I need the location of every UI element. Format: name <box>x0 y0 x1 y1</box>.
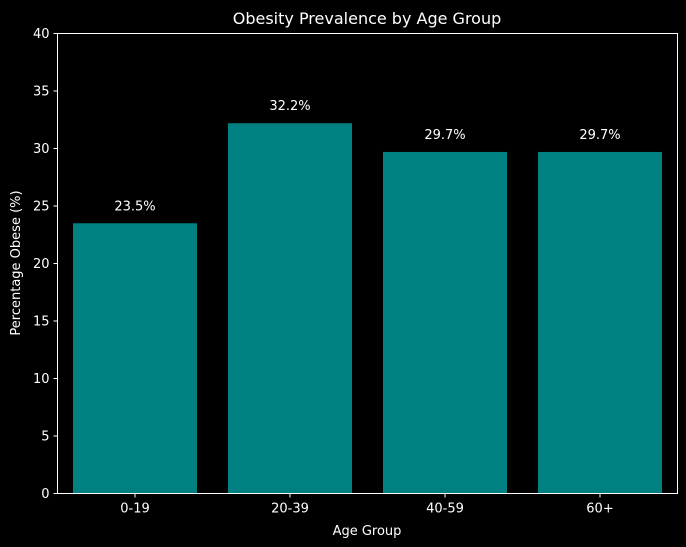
bar-value-label: 29.7% <box>424 128 465 143</box>
bar-value-label: 23.5% <box>114 199 155 214</box>
y-tick-label: 35 <box>33 85 50 100</box>
data-label-group: 23.5% 32.2% 29.7% 29.7% <box>114 99 620 214</box>
x-tick-label: 60+ <box>586 502 613 517</box>
y-tick-label: 30 <box>33 142 50 157</box>
x-axis-ticks: 0-19 20-39 40-59 60+ <box>120 493 614 517</box>
x-tick-label: 0-19 <box>120 502 150 517</box>
y-tick-label: 20 <box>33 257 50 272</box>
y-tick-label: 40 <box>33 27 50 42</box>
x-tick-label: 20-39 <box>271 502 309 517</box>
y-tick-label: 5 <box>41 430 49 445</box>
y-axis-label: Percentage Obese (%) <box>9 190 24 335</box>
bar-20-39 <box>228 123 352 494</box>
bar-0-19 <box>73 223 197 494</box>
bar-value-label: 29.7% <box>579 128 620 143</box>
plot-frame <box>57 33 678 494</box>
y-tick-label: 15 <box>33 315 50 330</box>
bar-60+ <box>538 151 662 494</box>
x-tick-label: 40-59 <box>426 502 464 517</box>
y-tick-label: 25 <box>33 200 50 215</box>
bar-group <box>73 123 662 494</box>
y-axis-ticks: 0 5 10 15 20 25 30 35 40 <box>33 27 58 502</box>
bar-40-59 <box>383 151 507 494</box>
x-axis-label: Age Group <box>333 524 402 539</box>
y-tick-label: 10 <box>33 372 50 387</box>
bar-value-label: 32.2% <box>269 99 310 114</box>
y-tick-label: 0 <box>41 487 49 502</box>
chart-title: Obesity Prevalence by Age Group <box>233 9 502 28</box>
